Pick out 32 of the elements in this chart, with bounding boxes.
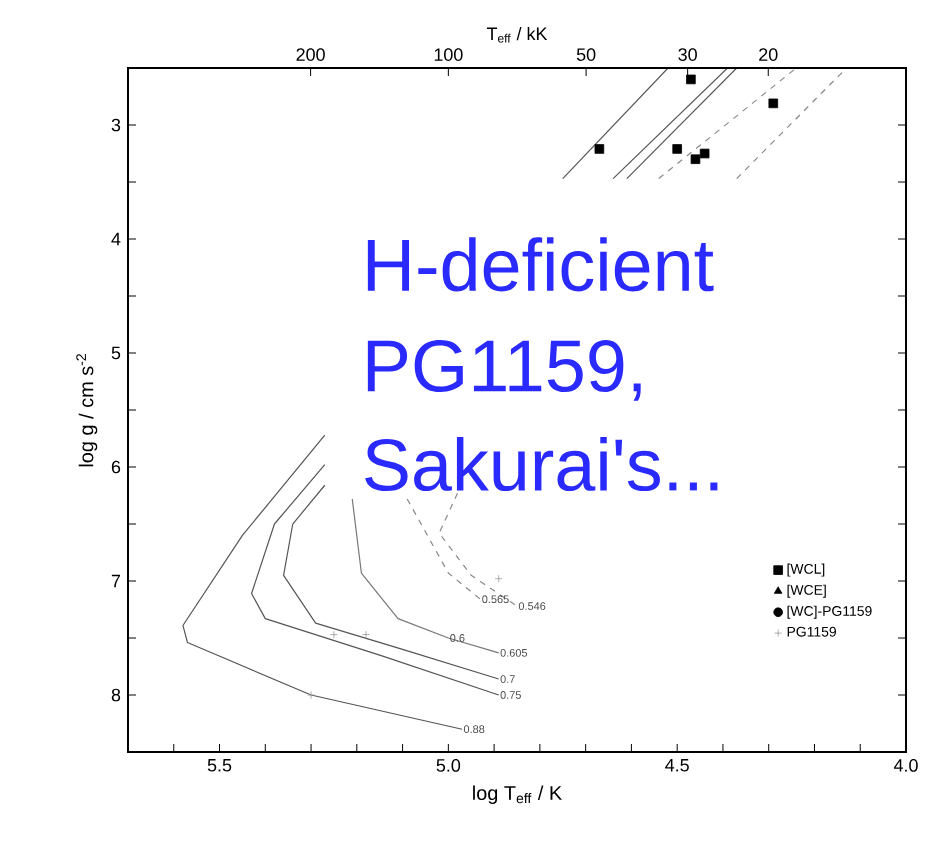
point <box>699 148 710 159</box>
point <box>594 144 605 154</box>
point <box>672 144 682 154</box>
x2-tick-label: 20 <box>759 48 778 61</box>
x2-tick-label: 50 <box>576 48 596 61</box>
x-tick-label: 5.0 <box>436 759 461 772</box>
x2-tick-label: 30 <box>678 48 697 61</box>
y-tick-label: 6 <box>111 460 121 474</box>
line-series <box>438 492 518 607</box>
point <box>307 691 316 699</box>
point <box>494 574 503 583</box>
y-tick-label: 5 <box>111 346 121 360</box>
x-tick-label: 4.0 <box>893 759 918 772</box>
point <box>690 154 701 164</box>
annotation: Sakurai's... <box>365 436 718 492</box>
x-axis-title: log T$_{eff}$ / K <box>473 785 562 804</box>
point <box>768 98 779 109</box>
y-tick-label: 8 <box>111 688 121 702</box>
y-tick-label: 4 <box>111 232 121 246</box>
y-tick-label: 7 <box>111 574 121 588</box>
y-tick-label: 3 <box>111 118 121 132</box>
x2-tick-label: 100 <box>434 48 463 61</box>
x-tick-label: 5.5 <box>207 759 232 772</box>
x2-tick-label: 200 <box>296 48 325 61</box>
point <box>361 630 370 639</box>
point <box>329 630 338 639</box>
x-tick-label: 4.5 <box>665 759 689 772</box>
y-axis-title: log g / cm s$^{-2}$ <box>76 354 98 467</box>
point <box>686 74 696 85</box>
annotation: PG1159, <box>367 339 641 401</box>
annotation: H-deficient <box>367 237 714 292</box>
x2-axis-title: T$_{eff}$ / kK <box>486 26 548 43</box>
